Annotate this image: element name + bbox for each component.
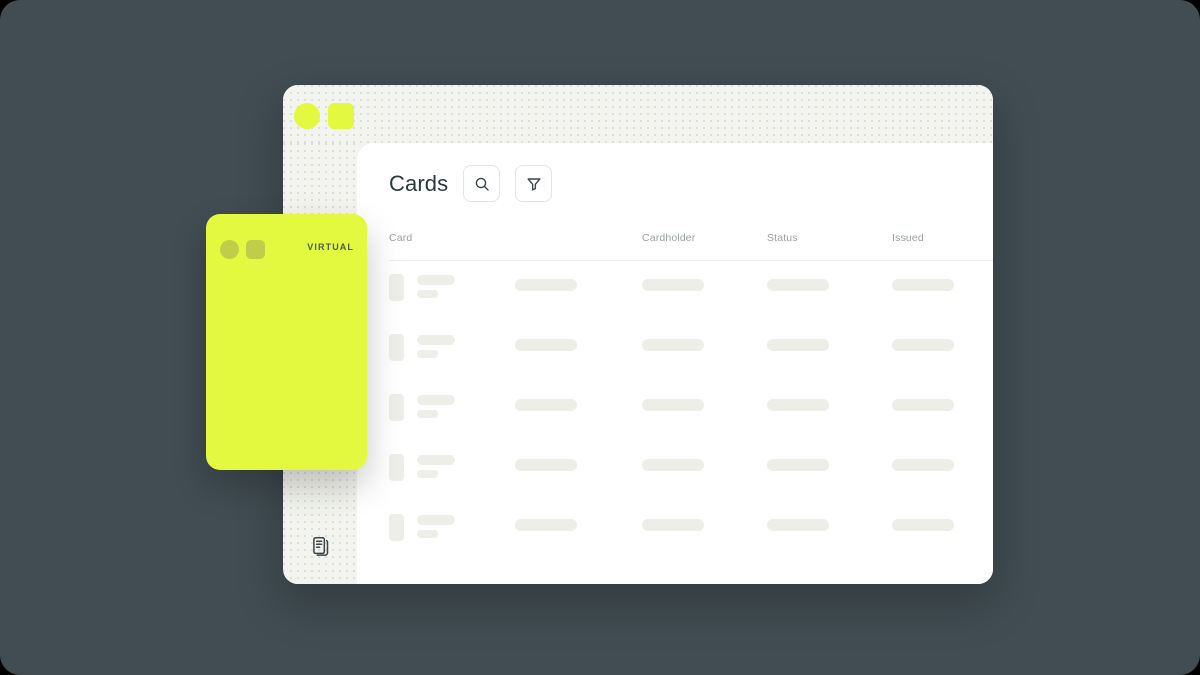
card-extra-skeleton [515, 459, 577, 471]
filter-funnel-icon [526, 176, 542, 192]
cardholder-skeleton [642, 459, 704, 471]
column-header-card: Card [389, 232, 413, 244]
column-header-issued: Issued [892, 232, 924, 244]
cardholder-skeleton [642, 339, 704, 351]
content-header: Cards [389, 165, 553, 202]
virtual-card[interactable]: VIRTUAL [206, 214, 367, 470]
status-skeleton [767, 399, 829, 411]
table-row[interactable] [357, 261, 993, 321]
search-button[interactable] [463, 165, 501, 202]
cardholder-skeleton [642, 519, 704, 531]
sidebar-item-documents[interactable] [300, 526, 340, 566]
issued-skeleton [892, 279, 954, 291]
card-thumbnail-skeleton [389, 454, 404, 481]
window-titlebar [283, 85, 993, 143]
card-brand-square-icon [246, 240, 265, 259]
card-brand-logo [220, 240, 265, 259]
page-title: Cards [389, 170, 449, 196]
card-thumbnail-skeleton [389, 514, 404, 541]
cards-table: Card Cardholder Status Issued [357, 232, 993, 541]
filter-button[interactable] [515, 165, 553, 202]
card-brand-circle-icon [220, 240, 239, 259]
issued-skeleton [892, 459, 954, 471]
issued-skeleton [892, 519, 954, 531]
column-header-status: Status [767, 232, 798, 244]
table-header-divider [389, 260, 993, 261]
brand-logo[interactable] [294, 103, 354, 129]
app-window: Cards [283, 85, 993, 584]
table-row[interactable] [357, 501, 993, 561]
card-number-skeleton [417, 410, 438, 418]
documents-copy-icon [310, 536, 331, 557]
card-extra-skeleton [515, 339, 577, 351]
table-row[interactable] [357, 441, 993, 501]
status-skeleton [767, 339, 829, 351]
card-number-skeleton [417, 350, 438, 358]
cardholder-skeleton [642, 399, 704, 411]
status-skeleton [767, 459, 829, 471]
brand-square-icon [328, 103, 354, 129]
card-name-skeleton [417, 275, 455, 285]
card-number-skeleton [417, 470, 438, 478]
table-body [357, 261, 993, 561]
column-header-cardholder: Cardholder [642, 232, 696, 244]
issued-skeleton [892, 339, 954, 351]
card-extra-skeleton [515, 399, 577, 411]
table-row[interactable] [357, 321, 993, 381]
search-icon [474, 176, 490, 192]
card-number-skeleton [417, 530, 438, 538]
card-name-skeleton [417, 515, 455, 525]
status-skeleton [767, 519, 829, 531]
card-thumbnail-skeleton [389, 394, 404, 421]
main-content-panel: Cards [357, 143, 993, 584]
card-type-label: VIRTUAL [307, 242, 354, 252]
brand-circle-icon [294, 103, 320, 129]
table-row[interactable] [357, 381, 993, 441]
table-header-row: Card Cardholder Status Issued [357, 232, 993, 261]
card-thumbnail-skeleton [389, 334, 404, 361]
card-name-skeleton [417, 395, 455, 405]
card-name-skeleton [417, 335, 455, 345]
status-skeleton [767, 279, 829, 291]
card-number-skeleton [417, 290, 438, 298]
card-name-skeleton [417, 455, 455, 465]
card-thumbnail-skeleton [389, 274, 404, 301]
card-extra-skeleton [515, 279, 577, 291]
card-extra-skeleton [515, 519, 577, 531]
issued-skeleton [892, 399, 954, 411]
cardholder-skeleton [642, 279, 704, 291]
